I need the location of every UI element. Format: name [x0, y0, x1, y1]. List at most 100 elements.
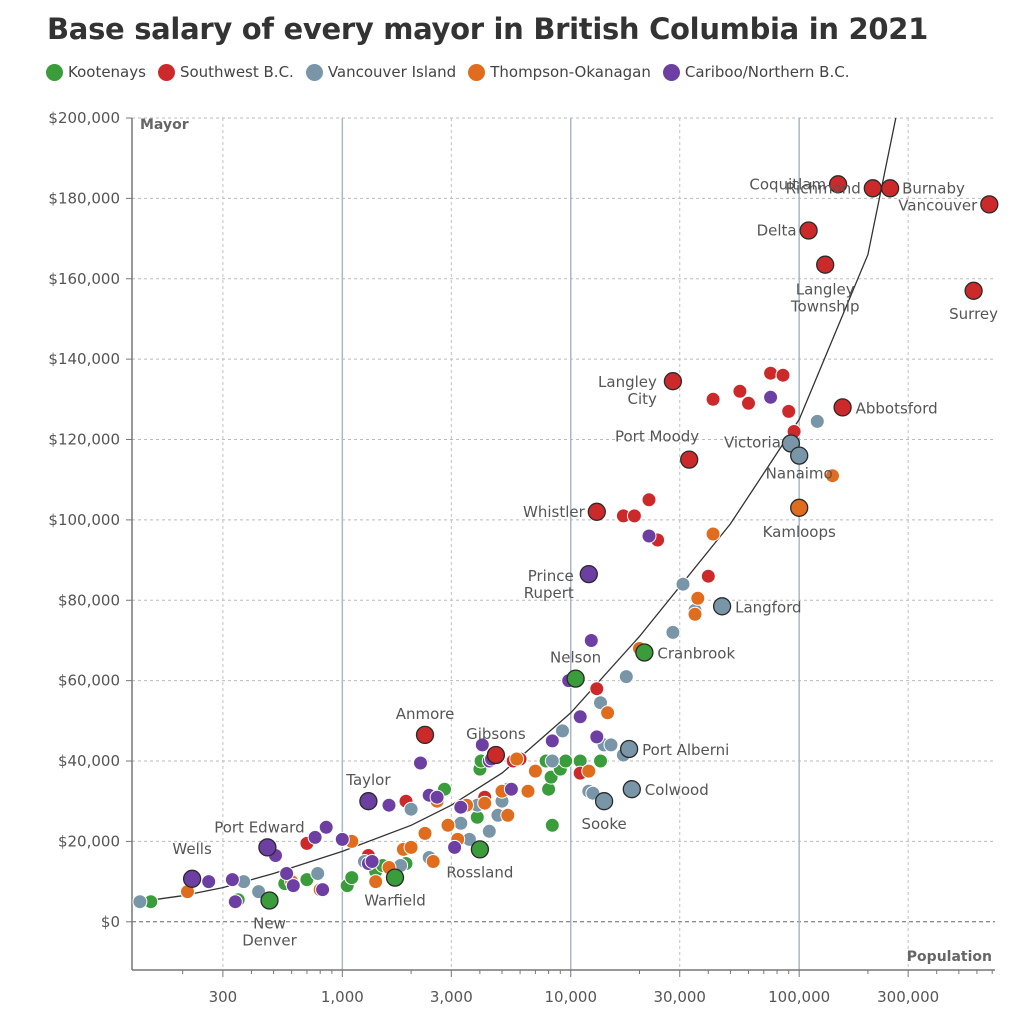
point-vancouver-island[interactable]	[481, 823, 497, 839]
point-thompson-okanagan[interactable]	[520, 783, 536, 799]
point-prince-rupert[interactable]	[579, 564, 598, 584]
point-cariboo-northern-b-c[interactable]	[224, 872, 240, 888]
point-thompson-okanagan[interactable]	[477, 795, 493, 811]
point-warfield[interactable]	[385, 868, 405, 887]
point-cariboo-northern-b-c[interactable]	[315, 882, 331, 898]
point-sooke[interactable]	[594, 792, 614, 811]
point-vancouver-island[interactable]	[593, 695, 608, 711]
point-vancouver-island[interactable]	[603, 737, 619, 753]
point-cariboo-northern-b-c[interactable]	[318, 819, 334, 835]
point-cariboo-northern-b-c[interactable]	[763, 389, 779, 405]
point-rossland[interactable]	[470, 840, 490, 859]
point-kootenays[interactable]	[541, 781, 557, 797]
point-southwest-b-c[interactable]	[626, 508, 642, 524]
point-vancouver[interactable]	[980, 195, 999, 214]
point-kamloops[interactable]	[790, 498, 809, 517]
point-langley-township[interactable]	[816, 255, 835, 274]
point-port-alberni[interactable]	[619, 739, 639, 759]
point-colwood[interactable]	[622, 780, 641, 799]
point-southwest-b-c[interactable]	[732, 383, 748, 399]
point-anmore[interactable]	[415, 725, 435, 745]
point-thompson-okanagan[interactable]	[825, 468, 840, 484]
legend-item-thompson-okanagan[interactable]: Thompson-Okanagan	[468, 63, 651, 81]
point-vancouver-island[interactable]	[310, 866, 326, 881]
point-cariboo-northern-b-c[interactable]	[227, 894, 243, 910]
point-port-moody[interactable]	[680, 450, 699, 469]
point-thompson-okanagan[interactable]	[417, 825, 433, 841]
point-vancouver-island[interactable]	[453, 815, 469, 831]
point-thompson-okanagan[interactable]	[440, 817, 456, 833]
point-nelson[interactable]	[566, 669, 585, 688]
point-cariboo-northern-b-c[interactable]	[279, 866, 295, 881]
point-cariboo-northern-b-c[interactable]	[474, 737, 490, 753]
point-thompson-okanagan[interactable]	[500, 807, 516, 823]
point-cariboo-northern-b-c[interactable]	[381, 797, 397, 813]
point-gibsons[interactable]	[486, 745, 506, 765]
point-vancouver-island[interactable]	[544, 753, 560, 769]
legend-item-cariboo-northern[interactable]: Cariboo/Northern B.C.	[662, 63, 849, 81]
legend-item-southwest[interactable]: Southwest B.C.	[157, 63, 294, 81]
point-cariboo-northern-b-c[interactable]	[447, 839, 463, 855]
point-cariboo-northern-b-c[interactable]	[589, 729, 605, 745]
point-vancouver-island[interactable]	[665, 624, 681, 640]
point-thompson-okanagan[interactable]	[600, 705, 616, 721]
point-richmond[interactable]	[863, 179, 882, 198]
legend-item-vancouver-island[interactable]: Vancouver Island	[305, 63, 456, 81]
point-southwest-b-c[interactable]	[589, 681, 605, 697]
point-taylor[interactable]	[359, 792, 378, 811]
point-thompson-okanagan[interactable]	[368, 874, 384, 890]
legend-item-kootenays[interactable]: Kootenays	[46, 63, 146, 81]
point-thompson-okanagan[interactable]	[690, 590, 706, 606]
point-cariboo-northern-b-c[interactable]	[453, 799, 469, 815]
point-burnaby[interactable]	[880, 179, 900, 198]
point-cariboo-northern-b-c[interactable]	[334, 831, 350, 847]
point-langley-city[interactable]	[663, 372, 683, 391]
point-vancouver-island[interactable]	[251, 884, 267, 900]
point-vancouver-island[interactable]	[618, 669, 634, 685]
point-cariboo-northern-b-c[interactable]	[544, 733, 560, 749]
point-thompson-okanagan[interactable]	[403, 839, 419, 855]
point-cariboo-northern-b-c[interactable]	[201, 874, 217, 890]
point-southwest-b-c[interactable]	[775, 367, 791, 383]
point-coquitlam[interactable]	[828, 175, 848, 194]
point-kootenays[interactable]	[344, 870, 360, 886]
point-thompson-okanagan[interactable]	[687, 606, 703, 622]
point-delta[interactable]	[799, 221, 818, 240]
point-southwest-b-c[interactable]	[741, 395, 756, 411]
point-vancouver-island[interactable]	[809, 413, 825, 429]
point-cariboo-northern-b-c[interactable]	[641, 528, 657, 544]
point-langford[interactable]	[712, 597, 732, 616]
point-cranbrook[interactable]	[635, 643, 654, 662]
point-cariboo-northern-b-c[interactable]	[503, 781, 519, 797]
point-cariboo-northern-b-c[interactable]	[413, 755, 428, 771]
point-cariboo-northern-b-c[interactable]	[429, 789, 445, 805]
point-cariboo-northern-b-c[interactable]	[364, 854, 380, 869]
point-southwest-b-c[interactable]	[763, 365, 779, 381]
point-cariboo-northern-b-c[interactable]	[583, 633, 599, 648]
point-vancouver-island[interactable]	[132, 894, 148, 910]
point-vancouver-island[interactable]	[403, 801, 419, 817]
point-thompson-okanagan[interactable]	[527, 763, 543, 779]
point-wells[interactable]	[182, 869, 202, 888]
point-nanaimo[interactable]	[790, 446, 809, 465]
point-abbotsford[interactable]	[833, 398, 852, 417]
point-cariboo-northern-b-c[interactable]	[572, 709, 588, 725]
point-vancouver-island[interactable]	[675, 576, 691, 592]
point-kootenays[interactable]	[544, 817, 560, 833]
point-cariboo-northern-b-c[interactable]	[307, 829, 323, 845]
point-southwest-b-c[interactable]	[700, 568, 716, 584]
point-port-edward[interactable]	[258, 838, 277, 857]
point-thompson-okanagan[interactable]	[425, 854, 441, 869]
point-kootenays[interactable]	[593, 753, 608, 769]
point-surrey[interactable]	[964, 281, 983, 300]
point-kootenays[interactable]	[558, 753, 574, 769]
point-southwest-b-c[interactable]	[705, 391, 721, 407]
point-new-denver[interactable]	[260, 891, 279, 910]
point-thompson-okanagan[interactable]	[581, 763, 597, 779]
point-thompson-okanagan[interactable]	[705, 526, 721, 542]
point-southwest-b-c[interactable]	[781, 403, 797, 419]
point-southwest-b-c[interactable]	[641, 492, 657, 508]
point-thompson-okanagan[interactable]	[509, 751, 525, 767]
point-cariboo-northern-b-c[interactable]	[285, 878, 301, 894]
point-whistler[interactable]	[587, 502, 606, 521]
